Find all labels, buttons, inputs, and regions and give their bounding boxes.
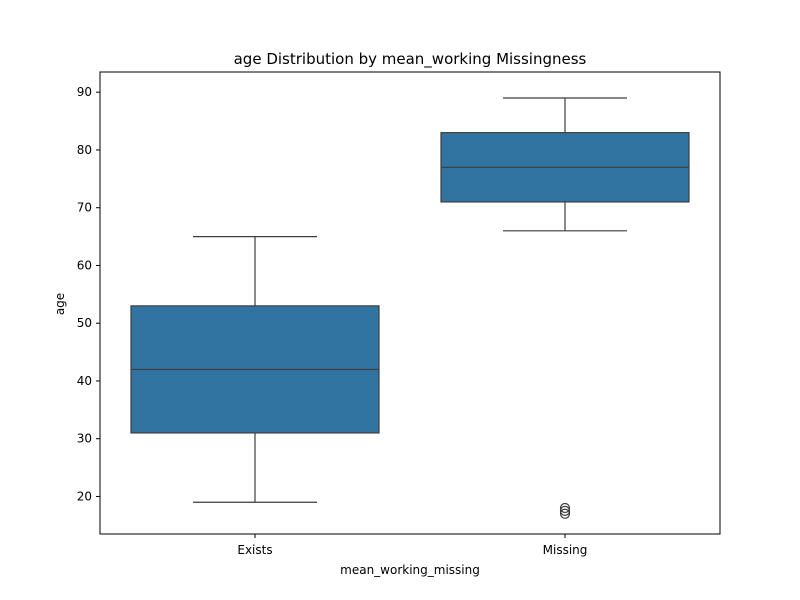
y-tick-label: 50 xyxy=(77,316,92,330)
plot-area: 20 30 40 50 60 70 80 90 Exists Missing xyxy=(77,71,721,557)
y-tick-label: 40 xyxy=(77,374,92,388)
y-tick-label: 80 xyxy=(77,143,92,157)
chart-title: age Distribution by mean_working Missing… xyxy=(234,50,587,69)
outlier-point-missing xyxy=(559,502,571,514)
plot-frame xyxy=(99,71,721,535)
y-axis-label: age xyxy=(53,293,67,315)
y-tick-label: 30 xyxy=(77,432,92,446)
y-tick-label: 90 xyxy=(77,85,92,99)
outlier-point-missing xyxy=(559,505,571,516)
y-tick-label: 20 xyxy=(77,489,92,503)
x-tick-label: Missing xyxy=(543,543,588,557)
y-tick-label: 70 xyxy=(77,201,92,215)
outlier-point-missing xyxy=(559,508,571,519)
x-axis-label: mean_working_missing xyxy=(340,563,480,577)
x-tick-label: Exists xyxy=(237,543,272,557)
y-tick-label: 60 xyxy=(77,258,92,272)
